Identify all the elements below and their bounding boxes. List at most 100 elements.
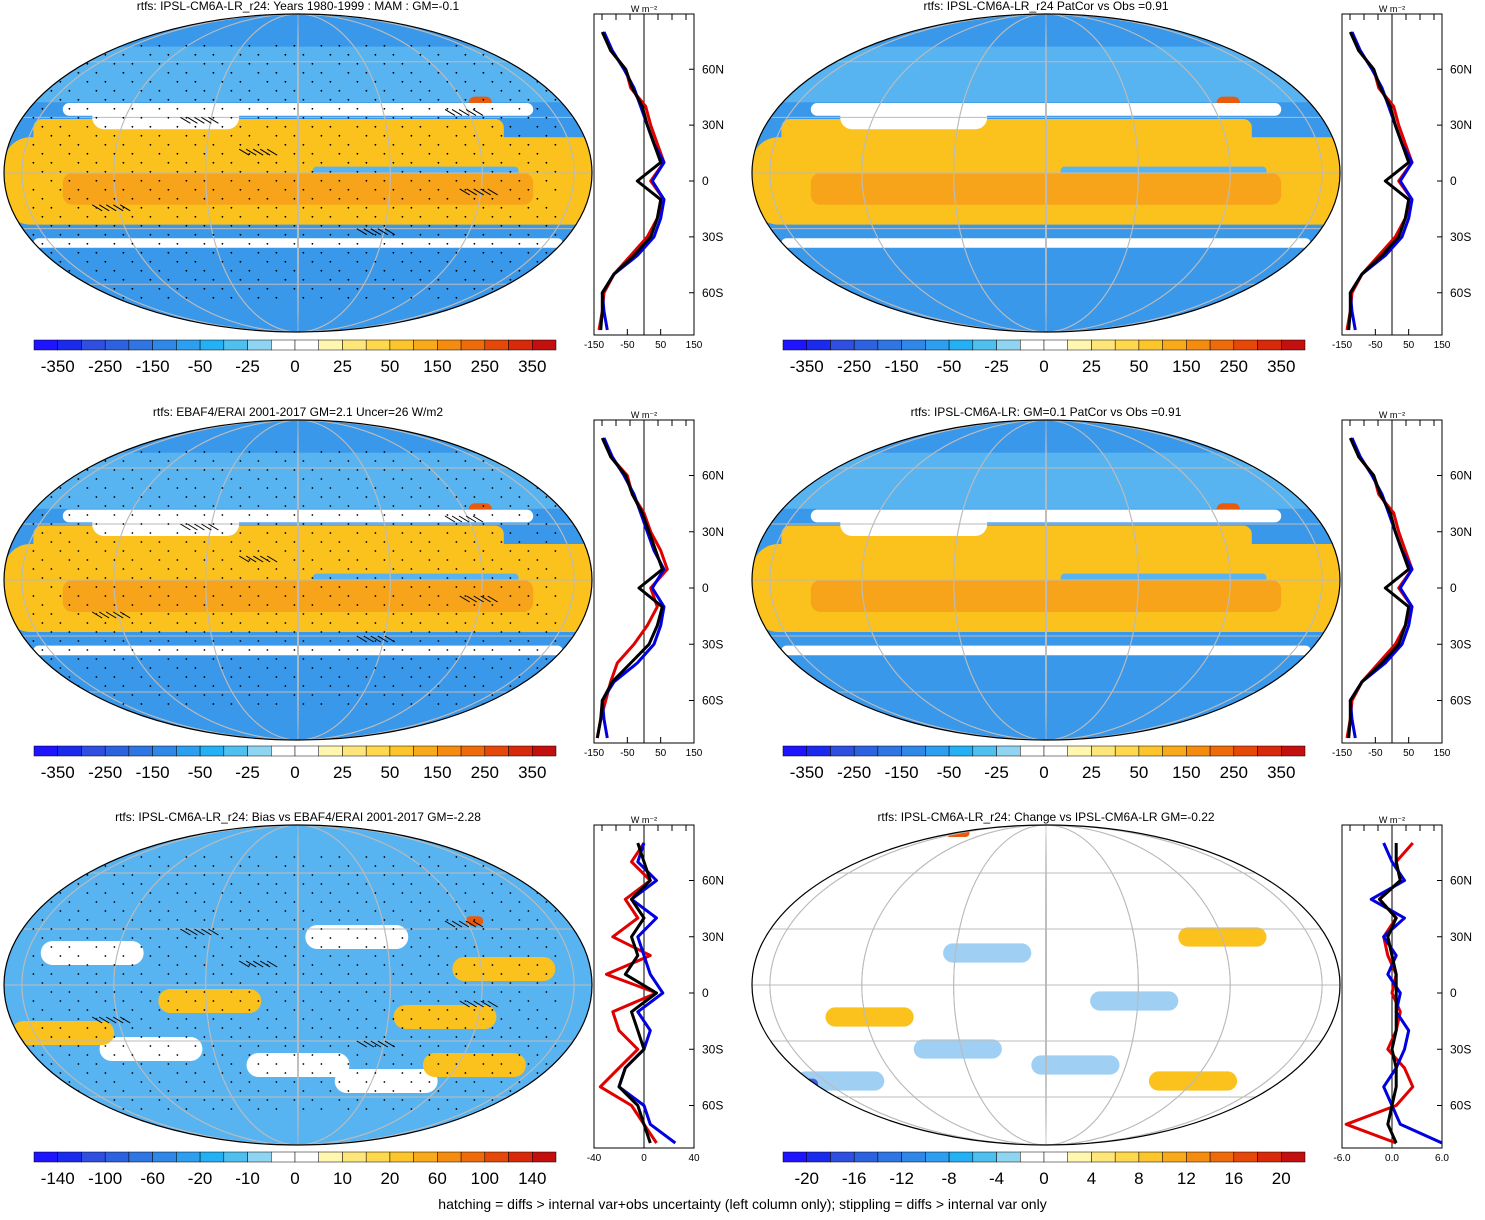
stipple-dot <box>122 460 125 462</box>
stipple-dot <box>428 694 431 696</box>
stipple-dot <box>455 946 458 948</box>
colorbar-swatch <box>389 339 414 351</box>
stipple-dot <box>419 188 422 191</box>
colorbar-label: 10 <box>333 1169 352 1188</box>
stipple-dot <box>374 622 377 624</box>
map-patch <box>334 1069 438 1093</box>
hatch-mark <box>466 188 477 196</box>
stipple-dot <box>203 451 206 453</box>
stipple-dot <box>482 116 485 119</box>
stipple-dot <box>356 469 359 471</box>
stipple-dot <box>50 478 53 480</box>
colorbar-label: -150 <box>885 357 919 376</box>
stipple-dot <box>500 161 503 164</box>
stipple-dot <box>491 487 494 489</box>
stipple-dot <box>347 883 350 885</box>
stipple-dot <box>527 1108 530 1110</box>
stipple-dot <box>500 676 503 678</box>
stipple-dot <box>158 631 161 633</box>
stipple-dot <box>329 505 332 507</box>
stipple-dot <box>464 1000 467 1002</box>
stipple-dot <box>365 89 368 92</box>
stipple-dot <box>509 53 512 56</box>
stipple-dot <box>383 1054 386 1056</box>
stipple-dot <box>221 80 224 83</box>
stipple-dot <box>185 856 188 858</box>
stipple-dot <box>293 451 296 453</box>
stipple-dot <box>113 856 116 858</box>
stipple-dot <box>104 667 107 669</box>
stipple-dot <box>347 206 350 209</box>
stipple-dot <box>482 550 485 552</box>
stipple-dot <box>41 1099 44 1101</box>
stipple-dot <box>59 53 62 56</box>
graticule-lon <box>297 14 299 332</box>
stipple-dot <box>257 296 260 299</box>
stipple-dot <box>149 460 152 462</box>
panel-2: rtfs: IPSL-CM6A-LR_r24 PatCor vs Obs =0.… <box>751 0 1472 376</box>
colorbar-label: 25 <box>333 763 352 782</box>
stipple-dot <box>131 919 134 921</box>
stipple-dot <box>59 80 62 83</box>
colorbar-label: -4 <box>989 1169 1004 1188</box>
stipple-dot <box>140 856 143 858</box>
map-outline <box>751 824 1341 1146</box>
stipple-dot <box>356 1027 359 1029</box>
stipple-dot <box>104 595 107 597</box>
hatch-mark <box>370 635 382 643</box>
stipple-dot <box>347 523 350 525</box>
stipple-dot <box>203 1081 206 1083</box>
stipple-dot <box>176 215 179 218</box>
stipple-dot <box>329 143 332 146</box>
stipple-dot <box>230 928 233 930</box>
colorbar-swatch <box>1091 1151 1116 1163</box>
stipple-dot <box>293 991 296 993</box>
stipple-dot <box>338 287 341 290</box>
stipple-dot <box>158 541 161 543</box>
stipple-dot <box>455 901 458 903</box>
stipple-dot <box>419 667 422 669</box>
stipple-dot <box>482 1045 485 1047</box>
stipple-dot <box>131 604 134 606</box>
colorbar: -350 -250 -150 -50 -25 0 25 50 150 250 350 <box>782 339 1306 376</box>
stipple-dot <box>239 1090 242 1092</box>
profile-line-obs <box>600 437 666 739</box>
stipple-dot <box>212 188 215 191</box>
hatch-mark <box>180 928 191 936</box>
stipple-dot <box>491 215 494 218</box>
colorbar-swatch <box>271 745 296 757</box>
stipple-dot <box>149 170 152 173</box>
stipple-dot <box>356 937 359 939</box>
stipple-dot <box>68 514 71 516</box>
stipple-dot <box>392 206 395 209</box>
stipple-dot <box>68 451 71 453</box>
stipple-dot <box>176 649 179 651</box>
stipple-dot <box>302 505 305 507</box>
stipple-dot <box>401 242 404 245</box>
stipple-dot <box>221 667 224 669</box>
stipple-dot <box>77 640 80 642</box>
stipple-dot <box>86 469 89 471</box>
stipple-dot <box>320 658 323 660</box>
stipple-dot <box>428 1099 431 1101</box>
profile-tick-label: -40 <box>587 1153 602 1164</box>
stipple-dot <box>203 152 206 155</box>
stipple-dot <box>167 703 170 705</box>
stipple-dot <box>68 586 71 588</box>
stipple-dot <box>194 260 197 263</box>
stipple-dot <box>104 505 107 507</box>
stipple-dot <box>455 206 458 209</box>
stipple-dot <box>383 197 386 200</box>
stipple-dot <box>59 1072 62 1074</box>
stipple-dot <box>293 676 296 678</box>
colorbar-swatch <box>925 745 950 757</box>
stipple-dot <box>446 1009 449 1011</box>
colorbar-swatch <box>1043 339 1068 351</box>
stipple-dot <box>509 955 512 957</box>
stipple-dot <box>68 44 71 47</box>
stipple-dot <box>392 188 395 191</box>
stipple-dot <box>293 874 296 876</box>
stipple-dot <box>383 242 386 245</box>
stipple-dot <box>68 287 71 290</box>
colorbar: -20 -16 -12 -8 -4 0 4 8 12 16 20 <box>782 1151 1306 1188</box>
